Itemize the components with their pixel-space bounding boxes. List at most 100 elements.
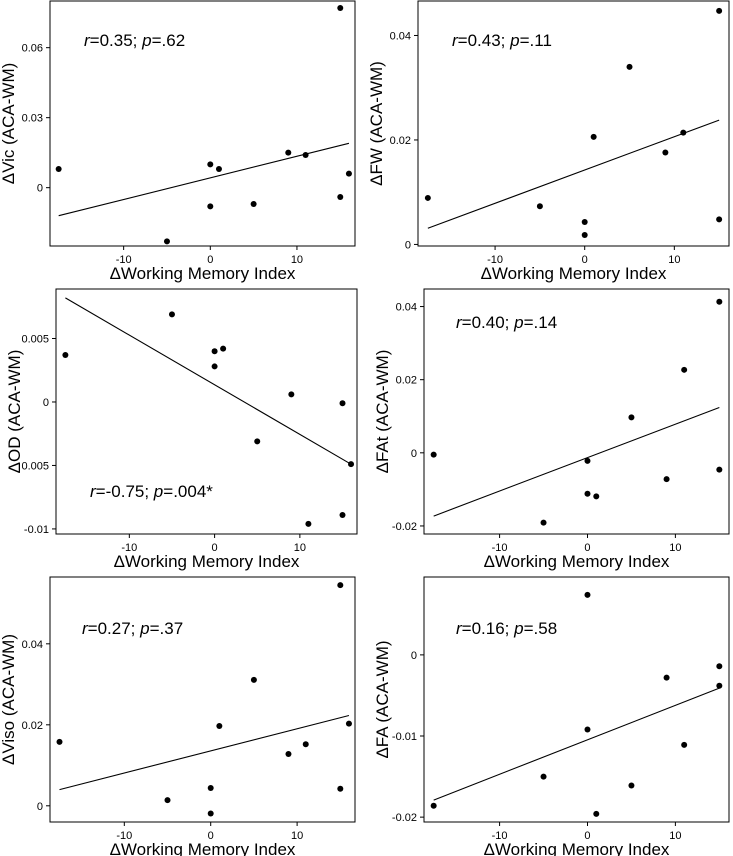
panel-fat: -10 0 10 0.04 0.02 0 -0.02 ΔWorking Memory Inde…: [373, 288, 730, 571]
stat-stat-r: r: [456, 313, 463, 332]
x-tick-label: 10: [291, 830, 303, 842]
y-tick-label: 0.02: [390, 135, 411, 147]
panel-vic: -10 0 10 0 0.03 0.06 ΔWorking Memory Index ΔVic…: [0, 0, 356, 283]
plot-frame: [49, 576, 356, 823]
y-tick-label: -0.02: [392, 812, 417, 824]
stat-stat-p: p: [513, 619, 523, 638]
data-point: [430, 451, 437, 458]
x-axis-title: ΔWorking Memory Index: [484, 552, 670, 571]
stat-stat-p_value: =.62: [152, 31, 186, 50]
data-point: [716, 298, 723, 305]
stat-stat-p_value: =.58: [524, 619, 558, 638]
stat-stat-p_value: =.37: [150, 619, 184, 638]
regression-line: [427, 119, 720, 229]
stat-stat-r_value: =-0.75;: [96, 482, 154, 501]
data-point: [348, 461, 355, 468]
data-point: [590, 133, 597, 140]
x-tick-label: 0: [584, 542, 590, 554]
stat-stat-r: r: [90, 482, 97, 501]
data-point: [207, 161, 214, 168]
stat-annotation: r=0.27; p=.37: [82, 619, 183, 638]
y-tick-label: 0: [411, 448, 417, 460]
stat-stat-p: p: [153, 482, 163, 501]
x-tick-label: 0: [584, 830, 590, 842]
x-tick-label: 10: [294, 542, 306, 554]
panel-fw: -10 0 10 0 0.02 0.04 ΔWorking Memory Index ΔFW …: [367, 0, 730, 283]
regression-line: [65, 297, 352, 465]
y-tick-label: -0.01: [24, 524, 49, 536]
data-point: [302, 152, 309, 158]
data-point: [207, 784, 214, 791]
data-point: [337, 785, 344, 792]
data-point: [62, 352, 69, 359]
data-point: [593, 810, 600, 817]
data-point: [681, 366, 688, 373]
panel-viso: -10 0 10 0 0.02 0.04 ΔWorking Memory Index ΔVis…: [0, 576, 356, 856]
data-point: [168, 311, 175, 318]
stat-annotation: r=0.40; p=.14: [456, 313, 557, 332]
data-point: [593, 493, 600, 500]
stat-stat-r: r: [456, 619, 463, 638]
data-point: [211, 348, 218, 355]
data-point: [345, 720, 352, 727]
data-point: [716, 466, 723, 473]
data-point: [207, 203, 214, 210]
data-point: [430, 802, 437, 809]
regression-line: [59, 714, 350, 791]
data-point: [211, 363, 218, 370]
regression-line: [433, 406, 720, 517]
stat-stat-r: r: [82, 619, 89, 638]
data-point: [581, 232, 588, 239]
x-tick-label: -10: [487, 254, 503, 266]
y-axis-title: ΔVic (ACA-WM): [0, 63, 18, 185]
data-point: [285, 750, 292, 757]
x-tick-label: 0: [208, 830, 214, 842]
y-tick-label: -0.02: [392, 521, 417, 533]
data-point: [662, 149, 669, 156]
y-tick-label: 0.005: [21, 334, 49, 346]
data-point: [581, 218, 588, 225]
x-tick-label: -10: [116, 254, 132, 266]
y-tick-label: 0: [43, 397, 49, 409]
plot-frame: [423, 288, 730, 535]
stat-stat-r_value: =0.16;: [462, 619, 514, 638]
stat-annotation: r=0.43; p=.11: [452, 31, 552, 50]
data-point: [663, 476, 670, 483]
y-axis-title: ΔFA (ACA-WM): [373, 640, 392, 758]
y-axis-title: ΔOD (ACA-WM): [5, 350, 24, 474]
data-point: [584, 490, 591, 497]
y-axis-title: ΔFAt (ACA-WM): [373, 350, 392, 474]
stat-stat-r_value: =0.27;: [88, 619, 140, 638]
stat-annotation: r=0.35; p=.62: [84, 31, 185, 50]
data-point: [663, 674, 670, 681]
data-point: [716, 663, 723, 670]
stat-stat-p_value: =.11: [520, 31, 552, 50]
x-tick-label: -10: [492, 542, 508, 554]
x-axis-title: ΔWorking Memory Index: [114, 552, 300, 571]
data-point: [716, 682, 723, 689]
data-point: [540, 519, 547, 526]
data-point: [680, 129, 687, 136]
data-point: [337, 194, 344, 200]
data-point: [164, 797, 171, 804]
data-point: [56, 738, 63, 745]
regression-line: [58, 142, 350, 217]
x-axis-title: ΔWorking Memory Index: [110, 264, 296, 283]
y-tick-label: 0.04: [390, 30, 411, 42]
x-axis-title: ΔWorking Memory Index: [481, 264, 667, 283]
data-point: [716, 7, 723, 14]
stat-annotation: r=-0.75; p=.004*: [90, 482, 213, 501]
data-point: [584, 457, 591, 464]
panel-fa: -10 0 10 0 -0.01 -0.02 ΔWorking Memory Index ΔF…: [373, 576, 730, 856]
y-tick-label: 0.03: [22, 113, 43, 125]
y-tick-label: 0.02: [396, 375, 417, 387]
x-axis-title: ΔWorking Memory Index: [110, 840, 296, 856]
x-tick-label: 0: [212, 542, 218, 554]
y-tick-label: 0.04: [22, 639, 43, 651]
data-point: [288, 391, 295, 398]
data-point: [339, 400, 346, 407]
data-point: [626, 63, 633, 70]
data-point: [216, 723, 223, 730]
y-tick-label: 0.06: [22, 43, 43, 55]
data-point: [540, 773, 547, 780]
